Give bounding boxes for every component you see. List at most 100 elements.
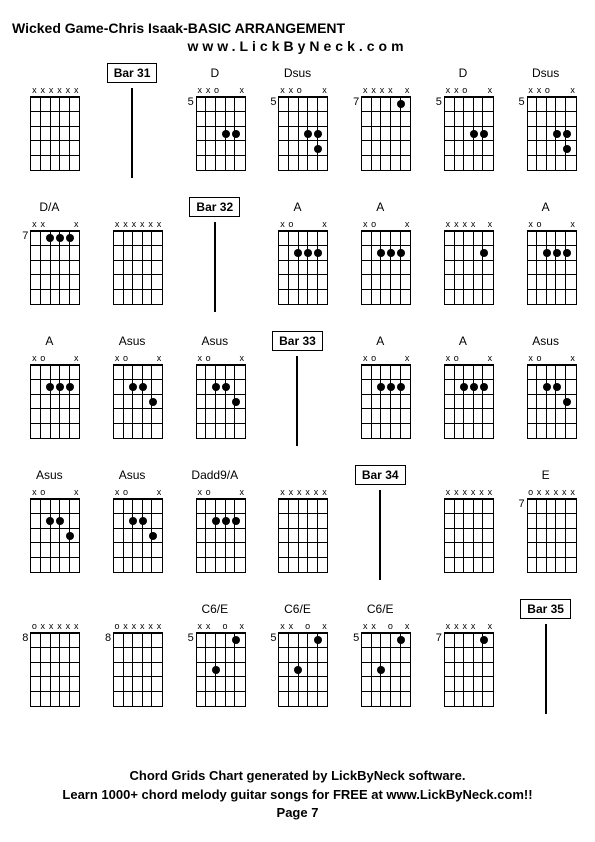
chord-label: D/A xyxy=(39,200,59,216)
string-markers: xox xyxy=(444,352,494,364)
chord-label: D xyxy=(210,66,219,82)
fret-grid xyxy=(196,96,246,171)
chord-label: Dsus xyxy=(532,66,559,82)
fret-grid xyxy=(361,364,411,439)
chord-diagram: Axox xyxy=(343,334,418,454)
chord-label: Asus xyxy=(532,334,559,350)
bar-marker: Bar 35 xyxy=(508,602,583,722)
fret-grid xyxy=(361,230,411,305)
fret-number: 5 xyxy=(432,96,444,108)
string-markers: xxx xyxy=(30,218,80,230)
chord-diagram: C6/E5xxox xyxy=(177,602,252,722)
string-markers: xox xyxy=(30,352,80,364)
bar-marker: Bar 32 xyxy=(177,200,252,320)
fret-number: 8 xyxy=(101,632,113,644)
fret-grid xyxy=(30,96,80,171)
fret-grid xyxy=(361,632,411,707)
string-markers: xxox xyxy=(278,620,328,632)
fret-number: 5 xyxy=(266,632,278,644)
string-markers: xxxxxx xyxy=(30,84,80,96)
page-footer: Chord Grids Chart generated by LickByNec… xyxy=(0,767,595,822)
fret-grid xyxy=(361,96,411,171)
fret-grid xyxy=(527,364,577,439)
chord-label: D xyxy=(459,66,468,82)
fret-grid xyxy=(113,364,163,439)
chord-label: C6/E xyxy=(367,602,394,618)
fret-grid xyxy=(113,498,163,573)
bar-line xyxy=(296,356,298,446)
fret-grid xyxy=(278,96,328,171)
fret-number: 5 xyxy=(349,632,361,644)
chord-diagram: E 7oxxxxx xyxy=(508,468,583,588)
chord-label: A xyxy=(542,200,550,216)
string-markers: xox xyxy=(527,218,577,230)
bar-line xyxy=(379,490,381,580)
fret-grid xyxy=(196,364,246,439)
fret-number: 5 xyxy=(266,96,278,108)
footer-line-2: Learn 1000+ chord melody guitar songs fo… xyxy=(0,786,595,804)
fret-grid xyxy=(278,498,328,573)
fret-grid xyxy=(278,632,328,707)
chord-diagram: 8oxxxxx xyxy=(95,602,170,722)
chord-diagram: 7xxxxx xyxy=(426,602,501,722)
chord-diagram: Asusxox xyxy=(12,468,87,588)
fret-grid xyxy=(196,632,246,707)
chord-label: E xyxy=(542,468,550,484)
chord-diagram: Asusxox xyxy=(95,334,170,454)
chord-label: C6/E xyxy=(201,602,228,618)
bar-marker: Bar 31 xyxy=(95,66,170,186)
string-markers: xox xyxy=(527,352,577,364)
chord-diagram: xxxxx xyxy=(426,200,501,320)
fret-number: 5 xyxy=(515,96,527,108)
fret-grid xyxy=(113,632,163,707)
string-markers: xox xyxy=(278,218,328,230)
string-markers: xxxxx xyxy=(444,218,494,230)
page-title: Wicked Game-Chris Isaak-BASIC ARRANGEMEN… xyxy=(12,20,583,36)
footer-line-1: Chord Grids Chart generated by LickByNec… xyxy=(0,767,595,785)
fret-number: 7 xyxy=(349,96,361,108)
fret-grid xyxy=(30,498,80,573)
chord-diagram: D/A7xxx xyxy=(12,200,87,320)
fret-number: 7 xyxy=(515,498,527,510)
chord-label: A xyxy=(376,334,384,350)
fret-grid xyxy=(113,230,163,305)
chord-diagram: C6/E 5xxox xyxy=(343,602,418,722)
string-markers: oxxxxx xyxy=(527,486,577,498)
fret-grid xyxy=(278,230,328,305)
string-markers: xox xyxy=(113,486,163,498)
chord-label: Asus xyxy=(119,468,146,484)
fret-grid xyxy=(527,96,577,171)
bar-label: Bar 31 xyxy=(107,63,158,83)
chord-label: A xyxy=(459,334,467,350)
chord-diagram: 7xxxxx xyxy=(343,66,418,186)
fret-grid xyxy=(444,632,494,707)
chord-diagram: Asusxox xyxy=(177,334,252,454)
fret-grid xyxy=(527,498,577,573)
chord-label: Dadd9/A xyxy=(191,468,238,484)
string-markers: xxox xyxy=(361,620,411,632)
chord-diagram: Dsus5xxox xyxy=(260,66,335,186)
string-markers: oxxxxx xyxy=(113,620,163,632)
chord-diagram: Axox xyxy=(260,200,335,320)
chord-label: C6/E xyxy=(284,602,311,618)
string-markers: xxox xyxy=(196,84,246,96)
string-markers: xxox xyxy=(444,84,494,96)
fret-grid xyxy=(444,96,494,171)
string-markers: xxox xyxy=(196,620,246,632)
fret-grid xyxy=(527,230,577,305)
bar-marker: Bar 34 xyxy=(343,468,418,588)
string-markers: xox xyxy=(361,352,411,364)
page-subtitle: www.LickByNeck.com xyxy=(12,38,583,54)
fret-grid xyxy=(30,364,80,439)
string-markers: xox xyxy=(361,218,411,230)
bar-label: Bar 33 xyxy=(272,331,323,351)
bar-line xyxy=(131,88,133,178)
string-markers: xxox xyxy=(278,84,328,96)
footer-line-3: Page 7 xyxy=(0,804,595,822)
chord-label: A xyxy=(45,334,53,350)
chord-diagram: Axox xyxy=(12,334,87,454)
bar-line xyxy=(545,624,547,714)
chord-diagram: Axox xyxy=(343,200,418,320)
chord-diagram: Asus xox xyxy=(508,334,583,454)
string-markers: xxxxxx xyxy=(444,486,494,498)
